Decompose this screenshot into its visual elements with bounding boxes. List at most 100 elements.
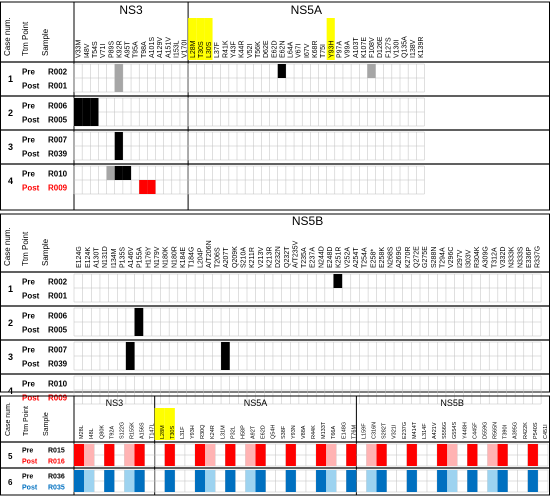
- mutation-label: V130I: [394, 40, 401, 58]
- sample-id-post: R005: [48, 116, 68, 125]
- mutation-label: G275E: [422, 246, 429, 268]
- mutation-label: N180R: [171, 246, 178, 268]
- mutation-label: V170I: [182, 40, 189, 58]
- mutation-label: T66A: [331, 426, 337, 439]
- mutation-cell: [104, 470, 115, 481]
- case-row-group: 1 Pre Post R002 R001: [8, 68, 68, 91]
- mutation-label: I67V: [304, 43, 311, 58]
- mutation-label: K213R: [266, 247, 273, 268]
- mutation-cell: [376, 470, 387, 481]
- sample-id-pre: R007: [48, 136, 68, 145]
- case-number: 4: [8, 176, 13, 186]
- mutation-label: V321I: [392, 424, 398, 439]
- mutation-label: C316N: [372, 422, 378, 439]
- mutation-label: R565N: [493, 422, 499, 439]
- mutation-cell: [467, 481, 478, 492]
- time-point-pre: Pre: [22, 170, 35, 179]
- mutation-label: Y43F: [231, 41, 238, 58]
- mutation-cell: [84, 470, 95, 481]
- mutation-cell: [82, 98, 91, 112]
- mutation-label: K184E: [180, 247, 187, 268]
- mutation-cell: [82, 112, 91, 126]
- mutation-cell: [316, 455, 327, 466]
- mutation-label: N268S: [388, 246, 395, 268]
- mutation-label: C451I: [543, 424, 549, 439]
- time-point-post: Post: [22, 82, 40, 91]
- sample-id-post: R039: [48, 150, 68, 159]
- sample-id-pre: R007: [48, 346, 68, 355]
- sample-id-post: R009: [48, 184, 68, 193]
- mutation-label: E336P: [526, 247, 533, 268]
- time-point-post: Post: [22, 184, 40, 193]
- mutation-cell: [124, 481, 135, 492]
- case-row-group: 4 Pre Post R010 R009: [8, 380, 68, 403]
- mutation-cell: [447, 470, 458, 481]
- sample-id-post: R039: [48, 360, 68, 369]
- mutation-label: V213V: [258, 247, 265, 268]
- mutation-cell: [134, 481, 145, 492]
- mutation-cell: [467, 444, 478, 455]
- mutation-cell: [124, 444, 135, 455]
- case-row-group: 6 Pre Post R036 R035: [8, 473, 65, 491]
- mutation-cell: [285, 470, 296, 481]
- time-point-pre: Pre: [22, 473, 33, 480]
- mutation-label: T30S: [198, 41, 205, 58]
- mutation-label: N131D: [102, 246, 109, 268]
- mutation-label: N333K: [509, 246, 516, 268]
- case-num-header: Case num.: [5, 402, 12, 436]
- mutation-cell: [122, 166, 132, 180]
- mutation-label: A103T: [353, 37, 360, 58]
- mutation-label: I134M: [111, 248, 118, 268]
- mutation-label: T75I: [320, 44, 327, 58]
- mutation-label: T184G: [189, 247, 196, 268]
- mutation-highlight: [326, 18, 335, 60]
- mutation-label: T95A: [133, 41, 140, 58]
- mutation-label: Q209K: [232, 246, 239, 268]
- time-point-pre: Pre: [22, 136, 35, 145]
- case-row-group: 4 Pre Post R010 R009: [8, 170, 68, 193]
- mutation-cell: [225, 470, 236, 481]
- mutation-label: K92R: [116, 40, 123, 58]
- mutation-label: P135S: [119, 247, 126, 268]
- mutation-label: T30S: [170, 426, 176, 439]
- mutation-highlight: [154, 408, 165, 440]
- mutation-label: E237A: [310, 247, 317, 268]
- mutation-cell: [326, 470, 337, 481]
- mutation-label: A146V: [128, 247, 135, 268]
- mutation-label: F127S: [385, 37, 392, 58]
- mutation-cell: [164, 481, 175, 492]
- mutation-cell: [447, 444, 458, 455]
- mutation-cell: [255, 470, 266, 481]
- mutation-cell: [527, 455, 538, 466]
- mutation-label: E124K: [85, 247, 92, 268]
- mutation-label: K24R: [210, 425, 216, 439]
- mutation-cell: [205, 481, 216, 492]
- mutation-label: C445F: [472, 422, 478, 439]
- mutation-label: K251R: [336, 247, 343, 268]
- region-title: NS5A: [291, 3, 322, 17]
- mutation-cell: [346, 455, 357, 466]
- mutation-cell: [497, 481, 508, 492]
- mutation-label: D232N: [275, 246, 282, 268]
- mutation-label: S122G: [119, 422, 125, 439]
- case-num-header: Case num.: [3, 227, 12, 266]
- mutation-cell: [125, 342, 135, 356]
- mutation-cell: [225, 481, 236, 492]
- case-row-group: 2 Pre Post R006 R005: [8, 312, 68, 335]
- case-num-header: Case num.: [3, 17, 12, 56]
- mutation-label: E62D: [261, 425, 267, 439]
- mutation-cell: [285, 444, 296, 455]
- mutation-label: M133T: [321, 421, 327, 439]
- mutation-cell: [139, 180, 148, 194]
- case-number: 5: [8, 452, 13, 461]
- region-title: NS5B: [440, 398, 464, 408]
- mutation-label: A92T: [251, 425, 257, 439]
- time-point-post: Post: [22, 326, 40, 335]
- mutation-cell: [124, 455, 135, 466]
- mutation-label: I297V: [457, 249, 464, 268]
- mutation-cell: [74, 444, 85, 455]
- mutation-cell: [104, 444, 115, 455]
- mutation-label: V52I: [247, 44, 254, 58]
- mutation-cell: [114, 166, 123, 180]
